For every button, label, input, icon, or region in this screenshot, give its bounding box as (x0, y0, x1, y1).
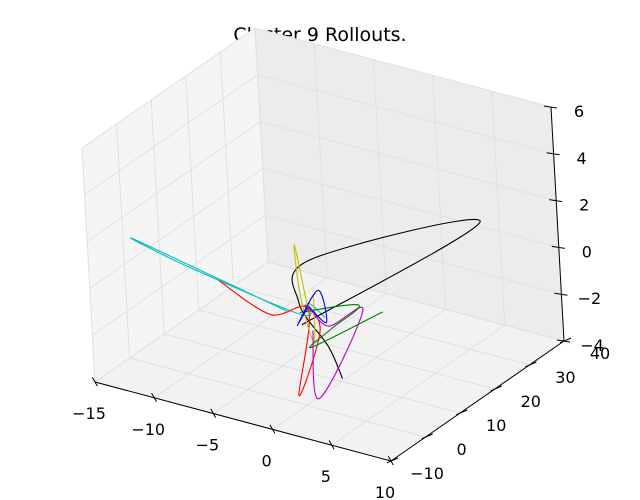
y-tick-mark (559, 337, 572, 344)
grid-line (116, 123, 131, 359)
axes-panes (82, 28, 564, 461)
z-tick-mark (551, 245, 565, 249)
series-line-2 (291, 218, 481, 379)
left-pane (82, 28, 268, 382)
grid-line (254, 27, 269, 263)
x-tick-mark (269, 424, 276, 434)
y-tick-label: 20 (521, 392, 541, 411)
grid-line (84, 74, 258, 196)
grid-line (86, 121, 261, 243)
grid-line (260, 121, 557, 202)
grid-line (432, 75, 447, 310)
z-axis-line (550, 106, 565, 342)
y-tick-label: 0 (457, 440, 467, 459)
z-tick-mark (543, 105, 558, 109)
grid-line (150, 99, 165, 335)
z-tick-label: 2 (579, 196, 589, 215)
grid-line (81, 27, 256, 149)
z-tick-mark (549, 199, 563, 203)
y-tick-label: 10 (486, 416, 506, 435)
z-tick-label: −2 (578, 289, 602, 308)
z-tick-mark (556, 339, 571, 343)
series-line-4 (293, 244, 316, 343)
grid-line (262, 167, 559, 248)
grid-line (129, 357, 426, 438)
z-tick-mark (554, 292, 568, 296)
series-line-6 (299, 303, 384, 349)
x-tick-mark (151, 392, 157, 403)
grid-line (265, 214, 562, 295)
y-tick-mark (490, 385, 502, 392)
y-tick-mark (421, 433, 433, 440)
grid-line (257, 74, 554, 155)
z-tick-mark (546, 152, 560, 156)
grid-line (198, 309, 495, 390)
x-tick-mark (328, 440, 335, 450)
back-pane (255, 28, 564, 341)
z-tick-label: 4 (577, 149, 587, 168)
grid-line (267, 261, 565, 342)
z-tick-label: −4 (580, 336, 604, 355)
axis-lines (91, 105, 572, 466)
grid-line (92, 214, 266, 336)
x-tick-mark (210, 408, 217, 418)
x-tick-label: −5 (196, 436, 220, 455)
grid-line (213, 293, 387, 415)
grid-line (153, 277, 328, 399)
grid-line (491, 91, 506, 326)
grid-line (372, 59, 387, 294)
grid-line (313, 43, 328, 278)
x-tick-label: 5 (321, 467, 331, 486)
y-tick-mark (525, 361, 537, 368)
series-line-5 (309, 306, 364, 400)
x-tick-label: 10 (375, 483, 395, 500)
y-axis-line (390, 340, 565, 462)
y-tick-label: −10 (410, 464, 444, 483)
grid-line (272, 308, 446, 430)
x-tick-mark (91, 377, 98, 387)
z-tick-label: 6 (574, 102, 584, 121)
grid-lines (81, 27, 565, 462)
z-tick-label: 0 (582, 242, 592, 261)
grid-line (94, 261, 269, 383)
x-tick-label: −15 (72, 404, 106, 423)
tick-labels: −15 −10 −5 0 5 10 −10 0 10 20 30 40−4 −2 0 2 4 6 (72, 102, 610, 500)
y-tick-mark (456, 409, 468, 416)
series-line-3 (218, 279, 321, 397)
data-series (130, 218, 481, 400)
grid-line (219, 51, 234, 287)
grid-line (164, 333, 461, 414)
grid-line (254, 27, 552, 108)
grid-line (233, 285, 530, 366)
x-axis-line (94, 381, 392, 462)
x-tick-label: 0 (262, 451, 272, 470)
series-line-7 (296, 289, 328, 326)
grid-line (81, 147, 96, 383)
y-tick-mark (386, 457, 399, 464)
y-tick-label: 30 (555, 368, 575, 387)
grid-line (331, 324, 506, 446)
y-tick-label: 40 (590, 344, 610, 363)
grid-line (89, 167, 264, 289)
x-tick-label: −10 (131, 420, 165, 439)
